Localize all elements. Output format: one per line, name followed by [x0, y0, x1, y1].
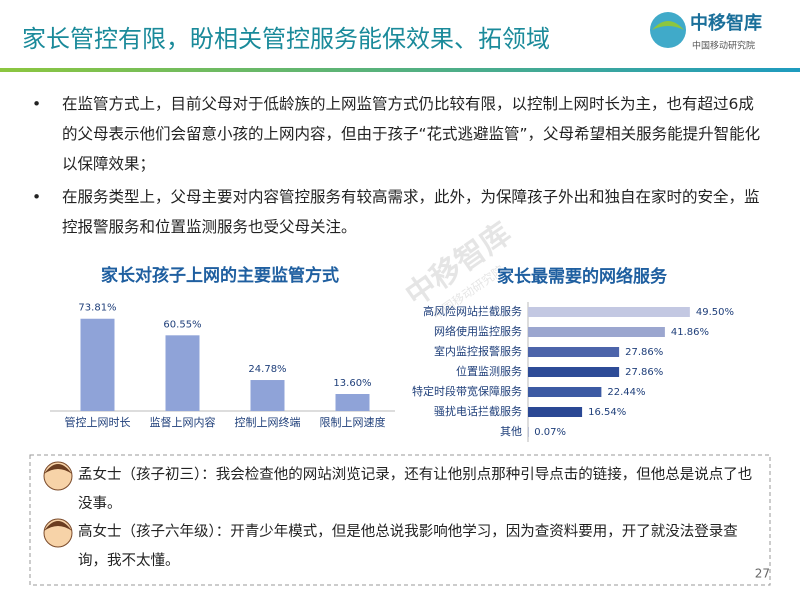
y-tick-label: 位置监测服务: [456, 364, 522, 378]
logo-sub: 中国移动研究院: [692, 40, 755, 52]
quote: 高女士（孩子六年级）：开青少年模式，但是他总说我影响他学习，因为查资料要用，开了…: [78, 524, 738, 569]
bar: [528, 347, 620, 357]
x-tick-label: 控制上网终端: [235, 415, 301, 429]
y-tick-label: 室内监控报警服务: [434, 344, 522, 358]
value-label: 24.78%: [248, 364, 286, 375]
logo-leaf: [652, 21, 684, 30]
value-label: 16.54%: [588, 407, 626, 418]
bar: [528, 327, 665, 337]
avatar: [43, 461, 73, 491]
bar: [528, 407, 583, 417]
value-label: 22.44%: [607, 387, 645, 398]
header-line: [0, 68, 800, 72]
y-tick-label: 网络使用监控服务: [434, 324, 522, 338]
bar: [80, 318, 115, 411]
y-tick-label: 其他: [500, 425, 522, 438]
logo-text: 中移智库: [690, 12, 762, 34]
value-label: 73.81%: [78, 303, 116, 314]
value-label: 0.07%: [534, 427, 566, 438]
value-label: 41.86%: [671, 327, 709, 338]
bar: [528, 367, 620, 377]
chart-title: 家长最需要的网络服务: [497, 266, 668, 287]
bar: [528, 387, 602, 397]
x-tick-label: 限制上网速度: [320, 415, 386, 429]
value-label: 27.86%: [625, 347, 663, 358]
quote-box: [29, 454, 771, 586]
page-number: 27: [755, 567, 770, 581]
avatar: [43, 518, 73, 548]
quote: 孟女士（孩子初三）：我会检查他的网站浏览记录，还有让他别点那种引导点击的链接，但…: [78, 467, 753, 512]
bullet: 在服务类型上，父母主要对内容管控服务有较高需求，此外，为保障孩子外出和独自在家时…: [32, 182, 762, 242]
slide-title: 家长管控有限，盼相关管控服务能保效果、拓领域: [22, 25, 550, 53]
y-tick-label: 骚扰电话拦截服务: [434, 404, 522, 418]
value-label: 27.86%: [625, 367, 663, 378]
value-label: 60.55%: [163, 319, 201, 330]
bar: [250, 380, 285, 411]
y-tick-label: 特定时段带宽保障服务: [412, 384, 522, 398]
value-label: 49.50%: [696, 307, 734, 318]
chart-title: 家长对孩子上网的主要监管方式: [101, 265, 339, 286]
y-tick-label: 高风险网站拦截服务: [423, 304, 522, 318]
bar: [165, 335, 200, 411]
bar: [528, 307, 690, 317]
x-tick-label: 监督上网内容: [150, 415, 216, 429]
logo-icon: [650, 12, 686, 48]
bullet: 在监管方式上，目前父母对于低龄族的上网监管方式仍比较有限，以控制上网时长为主，也…: [32, 89, 762, 179]
x-tick-label: 管控上网时长: [65, 415, 131, 429]
bar: [335, 394, 370, 411]
value-label: 13.60%: [333, 378, 371, 389]
